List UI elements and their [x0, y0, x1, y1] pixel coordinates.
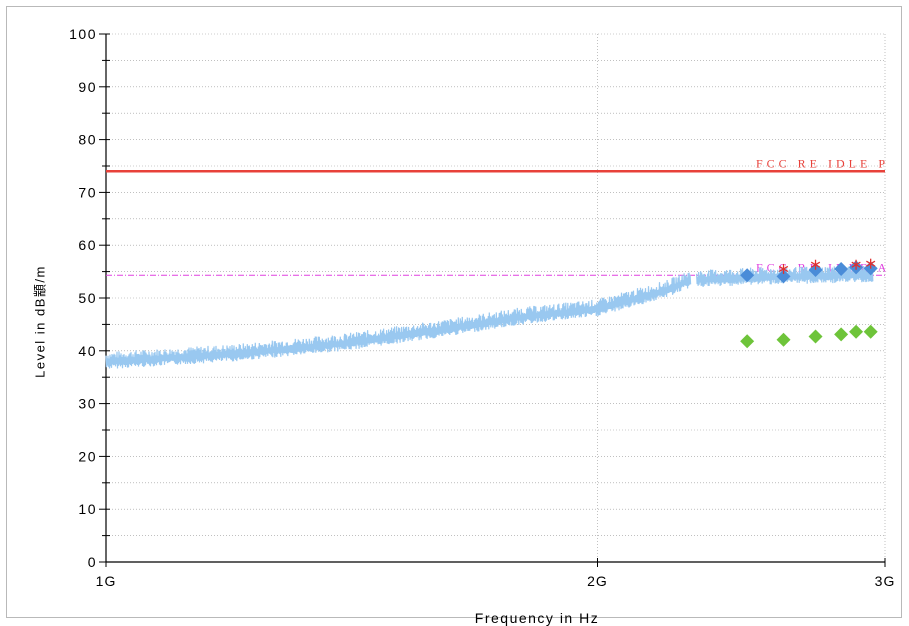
average-marker	[834, 327, 849, 342]
y-tick-label: 0	[88, 554, 97, 570]
y-tick-label: 90	[78, 79, 97, 95]
y-tick-label: 50	[78, 290, 97, 306]
x-tick-label: 2G	[587, 573, 608, 589]
emission-plot: 0 10 20 30 40 50 60 70 80 90 100 1G 2G 3G FCC RE IDLE …	[69, 26, 896, 589]
y-tick-label: 20	[78, 448, 97, 464]
final-peak-marker	[810, 259, 821, 270]
y-tick-label: 60	[78, 237, 97, 253]
y-tick-label: 70	[78, 184, 97, 200]
average-marker	[863, 324, 878, 339]
average-marker	[776, 332, 791, 347]
y-tick-label: 40	[78, 343, 97, 359]
y-axis-label: Level in dB顓/m	[32, 265, 48, 378]
x-tick-label: 3G	[875, 573, 896, 589]
final-peak-marker	[851, 259, 861, 270]
average-marker	[849, 324, 864, 339]
y-tick-label: 100	[69, 26, 97, 42]
y-tick-label: 30	[78, 396, 97, 412]
average-marker	[740, 334, 755, 349]
average-marker	[808, 329, 823, 344]
chart-frame: 0 10 20 30 40 50 60 70 80 90 100 1G 2G 3G FCC RE IDLE …	[6, 6, 902, 626]
peak-marker	[776, 269, 791, 284]
final-peak-marker	[866, 258, 876, 269]
final-peak-marker	[778, 263, 789, 274]
limit-line-label: FCC RE IDLE P	[756, 156, 889, 170]
x-tick-label: 1G	[96, 573, 117, 589]
peak-marker	[834, 261, 849, 276]
y-tick-label: 80	[78, 132, 97, 148]
measurement-trace	[105, 272, 692, 369]
peak-marker	[740, 268, 755, 283]
x-axis-label: Frequency in Hz	[474, 610, 600, 626]
y-tick-label: 10	[78, 501, 97, 517]
